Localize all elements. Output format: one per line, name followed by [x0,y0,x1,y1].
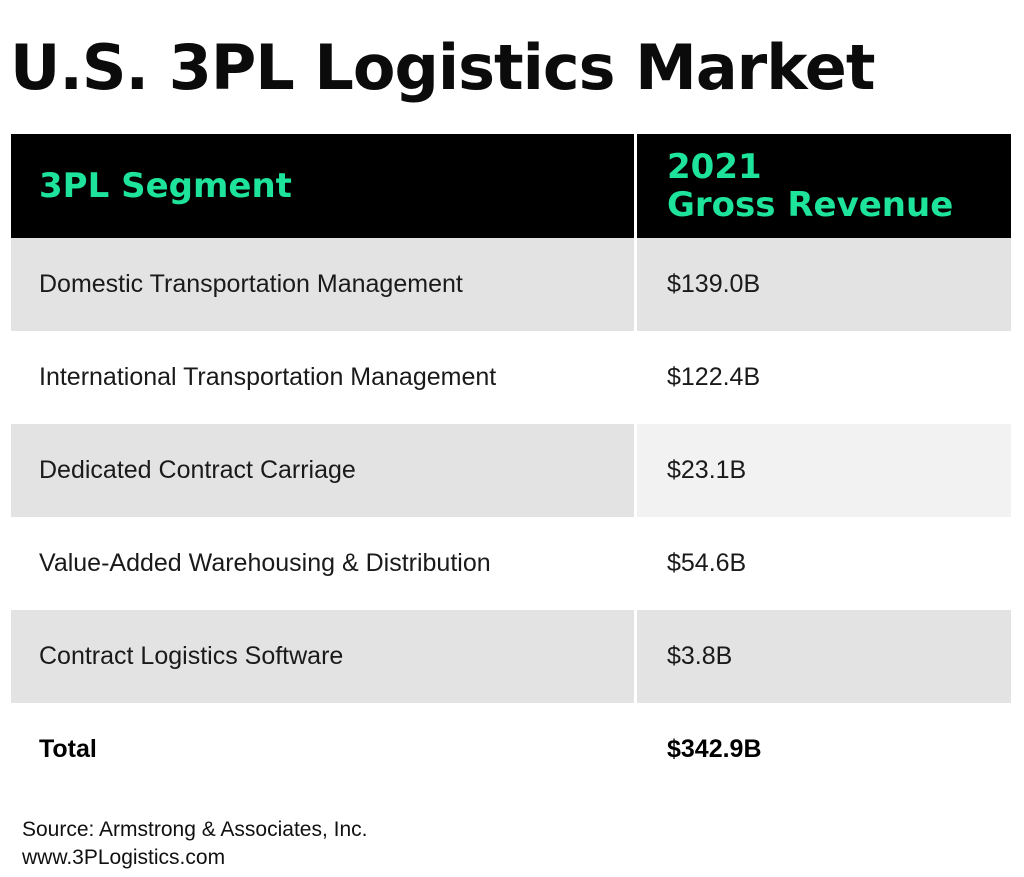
source-note: Source: Armstrong & Associates, Inc. www… [22,816,368,872]
source-url: www.3PLogistics.com [22,846,226,869]
table-row: Dedicated Contract Carriage $23.1B [11,424,1011,517]
revenue-cell: $122.4B [667,363,761,391]
segment-cell: Value-Added Warehousing & Distribution [11,517,637,610]
total-label: Total [11,703,637,796]
table-row: Domestic Transportation Management $139.… [11,238,1011,331]
revenue-cell: $23.1B [637,424,1011,517]
page-title: U.S. 3PL Logistics Market [10,31,875,104]
revenue-cell: $54.6B [667,549,747,577]
revenue-table: 3PL Segment 2021 Gross Revenue Domestic … [11,134,1011,796]
table-row: International Transportation Management … [11,331,1011,424]
total-revenue: $342.9B [667,735,762,763]
table-row: Value-Added Warehousing & Distribution $… [11,517,1011,610]
revenue-cell: $139.0B [637,238,1011,331]
revenue-cell: $3.8B [637,610,1011,703]
table-row-total: Total $342.9B [11,703,1011,796]
segment-cell: International Transportation Management [11,331,637,424]
segment-cell: Contract Logistics Software [11,610,637,703]
table-row: Contract Logistics Software $3.8B [11,610,1011,703]
column-header-segment: 3PL Segment [11,134,637,238]
source-line: Source: Armstrong & Associates, Inc. [22,818,368,841]
segment-cell: Domestic Transportation Management [11,238,637,331]
table-header-row: 3PL Segment 2021 Gross Revenue [11,134,1011,238]
column-header-revenue: 2021 Gross Revenue [637,134,1011,238]
column-header-revenue-line-1: 2021 [667,147,762,187]
segment-cell: Dedicated Contract Carriage [11,424,637,517]
column-header-revenue-line-2: Gross Revenue [667,185,954,225]
